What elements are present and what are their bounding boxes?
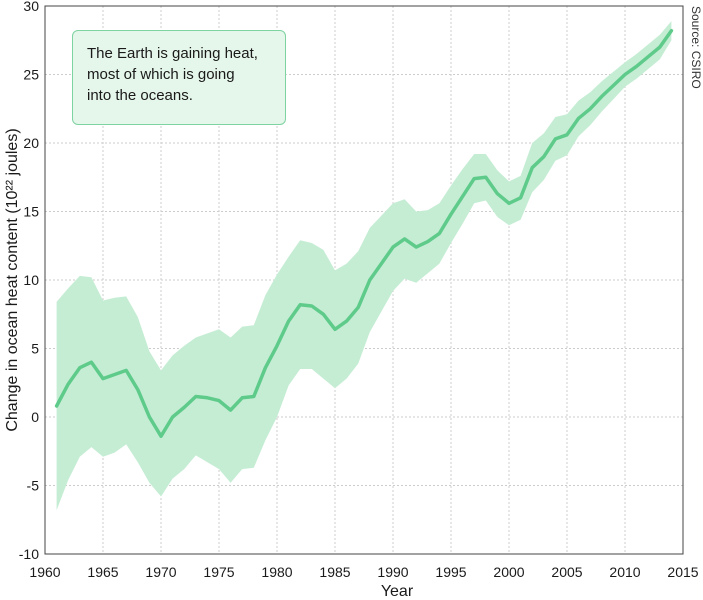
annotation-line-2: most of which is going [87,66,235,83]
y-axis-title: Change in ocean heat content (10²² joule… [4,128,21,431]
x-tick-label: 2000 [493,564,524,580]
x-tick-label: 1985 [319,564,350,580]
x-tick-label: 1975 [203,564,234,580]
x-tick-label: 2010 [609,564,640,580]
x-tick-label: 1965 [87,564,118,580]
x-axis-title: Year [381,583,414,600]
x-tick-label: 1995 [435,564,466,580]
x-tick-label: 1990 [377,564,408,580]
source-note: Source: CSIRO [689,6,703,89]
x-tick-label: 1960 [29,564,60,580]
x-tick-label: 1980 [261,564,292,580]
y-tick-label: 5 [31,341,39,357]
y-tick-label: 15 [23,204,39,220]
annotation-box: The Earth is gaining heat, most of which… [72,30,286,125]
x-tick-label: 2005 [551,564,582,580]
x-tick-label: 2015 [667,564,698,580]
annotation-line-1: The Earth is gaining heat, [87,45,258,62]
uncertainty-band [56,21,672,511]
y-tick-label: -10 [19,546,39,562]
y-tick-label: 25 [23,67,39,83]
ocean-heat-line [54,28,674,438]
y-tick-label: 30 [23,0,39,14]
y-tick-label: 0 [31,409,39,425]
y-axis-ticks: 30 25 20 15 10 5 0 -5 -10 [19,0,39,562]
x-axis-ticks: 1960 1965 1970 1975 1980 1985 1990 1995 2000 2005… [29,564,698,580]
y-tick-label: 10 [23,272,39,288]
annotation-line-3: into the oceans. [87,87,193,104]
plot-frame [44,5,684,555]
y-tick-label: -5 [27,478,40,494]
y-tick-label: 20 [23,135,39,151]
x-tick-label: 1970 [145,564,176,580]
